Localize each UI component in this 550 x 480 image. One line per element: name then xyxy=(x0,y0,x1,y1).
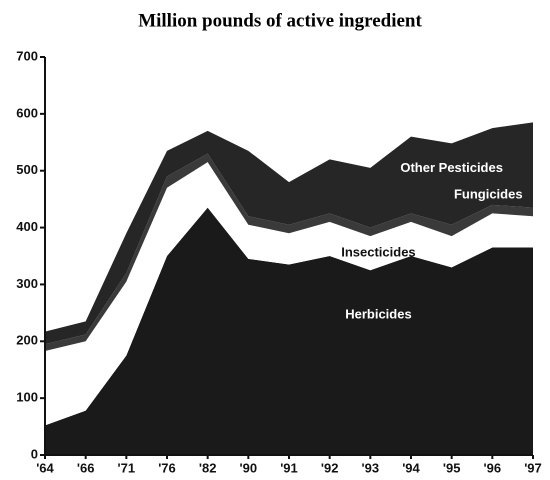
series-label: Herbicides xyxy=(345,307,411,322)
y-tick-label: 600 xyxy=(16,105,38,120)
series-label: Other Pesticides xyxy=(400,160,503,175)
x-tick-label: '94 xyxy=(402,460,420,475)
x-tick-label: '90 xyxy=(240,460,258,475)
x-tick-label: '97 xyxy=(524,460,542,475)
y-tick-label: 400 xyxy=(16,219,38,234)
area xyxy=(45,122,533,345)
x-tick-label: '95 xyxy=(443,460,461,475)
y-tick-label: 700 xyxy=(16,48,38,63)
y-tick-label: 300 xyxy=(16,276,38,291)
x-tick-label: '71 xyxy=(118,460,136,475)
x-tick-label: '76 xyxy=(158,460,176,475)
area xyxy=(45,207,533,455)
y-tick-label: 100 xyxy=(16,390,38,405)
x-tick-label: '66 xyxy=(77,460,95,475)
y-tick-label: 500 xyxy=(16,162,38,177)
y-tick-label: 0 xyxy=(31,446,38,461)
x-tick-label: '93 xyxy=(362,460,380,475)
series-label: Insecticides xyxy=(341,245,415,260)
x-tick-label: '92 xyxy=(321,460,339,475)
chart-title: Million pounds of active ingredient xyxy=(138,10,422,31)
series-label: Fungicides xyxy=(454,186,523,201)
x-tick-label: '64 xyxy=(36,460,54,475)
area xyxy=(45,162,533,426)
y-tick-label: 200 xyxy=(16,333,38,348)
x-tick-label: '91 xyxy=(280,460,298,475)
x-tick-label: '82 xyxy=(199,460,217,475)
x-tick-label: '96 xyxy=(484,460,502,475)
